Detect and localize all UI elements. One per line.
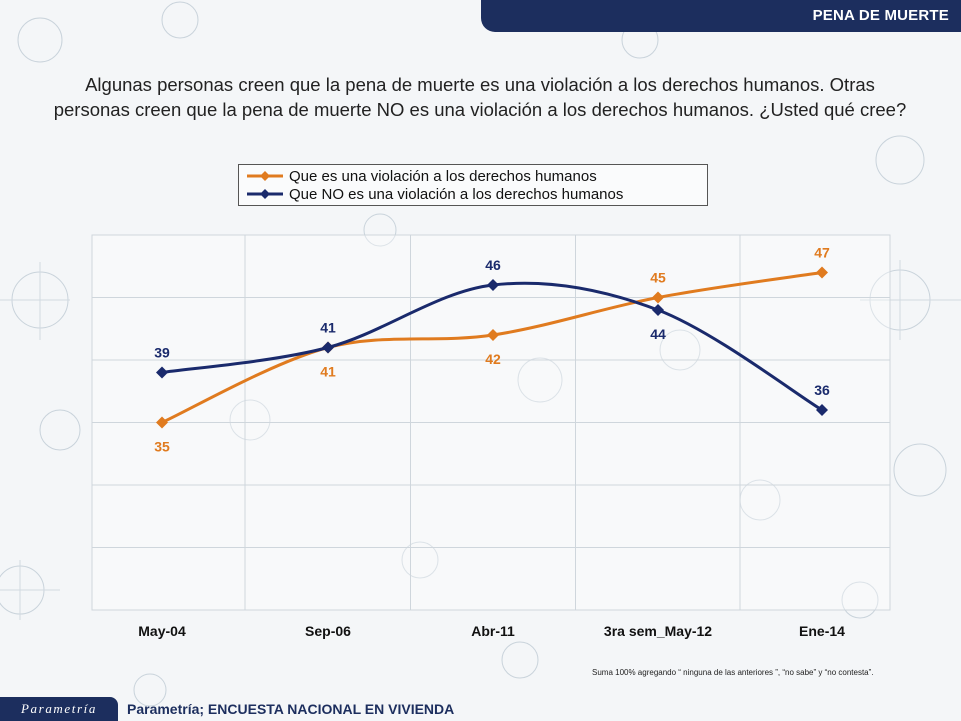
data-label-series-1: 41 [320, 364, 336, 380]
chart-legend: Que es una violación a los derechos huma… [238, 164, 708, 206]
data-label-series-1: 42 [485, 351, 501, 367]
data-point-series-1 [487, 329, 499, 341]
data-point-series-1 [652, 291, 664, 304]
data-point-series-2 [487, 279, 499, 291]
question-line-2: personas creen que la pena de muerte NO … [53, 99, 907, 120]
data-label-series-1: 47 [814, 245, 830, 261]
x-tick-label: Abr-11 [471, 623, 515, 639]
legend-swatch-series-1 [247, 171, 283, 181]
footer: Parametría Parametría; ENCUESTA NACIONAL… [0, 697, 961, 721]
question-line-1: Algunas personas creen que la pena de mu… [85, 74, 875, 95]
page-title: PENA DE MUERTE [812, 7, 949, 24]
data-label-series-1: 35 [154, 439, 170, 455]
data-point-series-2 [816, 404, 828, 416]
data-point-series-1 [156, 416, 168, 429]
legend-item-series-1: Que es una violación a los derechos huma… [245, 167, 597, 185]
data-point-series-2 [156, 366, 168, 379]
footnote: Suma 100% agregando “ ninguna de las ant… [592, 668, 874, 677]
data-point-series-2 [652, 304, 664, 316]
footer-source: Parametría; ENCUESTA NACIONAL EN VIVIEND… [127, 701, 455, 717]
data-label-series-2: 39 [154, 345, 170, 361]
legend-swatch-series-2 [247, 189, 283, 199]
data-point-series-2 [322, 341, 334, 354]
header-banner: PENA DE MUERTE [481, 0, 961, 32]
legend-label-series-2: Que NO es una violación a los derechos h… [289, 185, 624, 203]
data-label-series-2: 46 [485, 257, 501, 273]
legend-item-series-2: Que NO es una violación a los derechos h… [245, 185, 623, 203]
x-tick-label: May-04 [138, 623, 186, 639]
data-label-series-2: 36 [814, 382, 830, 398]
x-tick-label: Ene-14 [799, 623, 845, 639]
x-tick-label: 3ra sem_May-12 [604, 623, 712, 639]
footer-logo: Parametría [0, 697, 118, 721]
data-label-series-2: 44 [650, 326, 666, 342]
survey-question: Algunas personas creen que la pena de mu… [20, 72, 940, 122]
data-point-series-1 [816, 266, 828, 279]
data-label-series-1: 45 [650, 270, 666, 286]
legend-label-series-1: Que es una violación a los derechos huma… [289, 167, 597, 185]
data-label-series-2: 41 [320, 320, 336, 336]
x-tick-label: Sep-06 [305, 623, 351, 639]
